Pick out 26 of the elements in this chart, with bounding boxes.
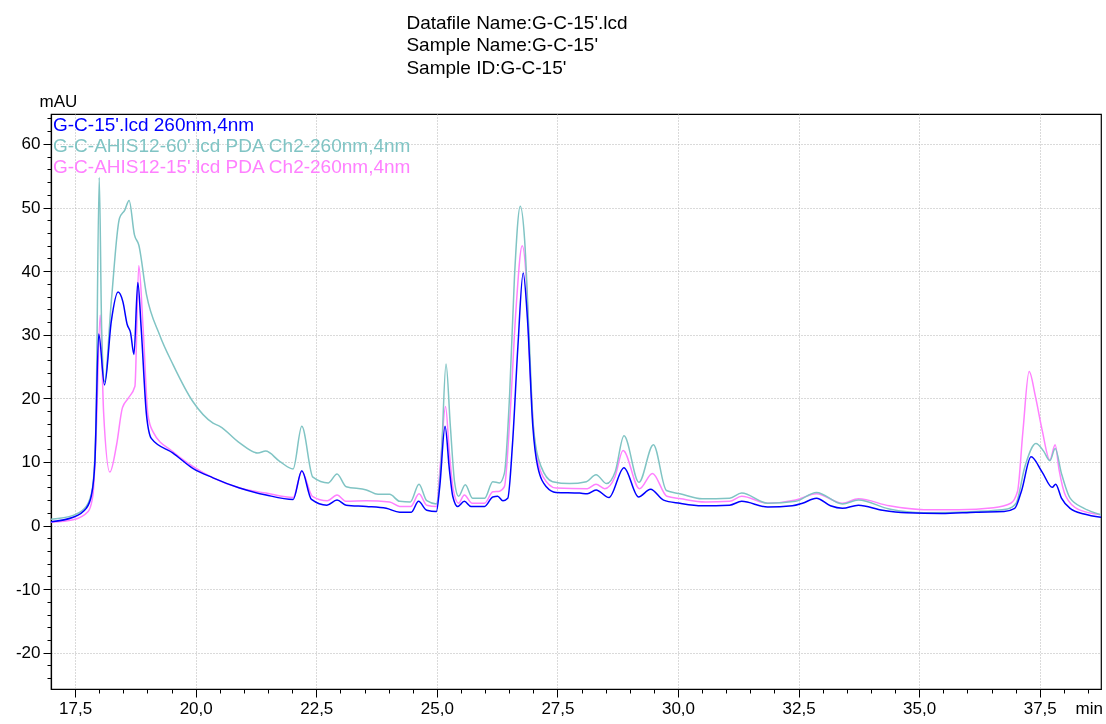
y-tick-label: 10 [21, 452, 41, 472]
y-tick-label: -20 [15, 643, 41, 663]
y-tick-label: 60 [21, 134, 41, 154]
y-tick-label: 20 [21, 388, 41, 408]
x-tick-label: 30,0 [661, 698, 696, 718]
x-tick-label: 35,0 [903, 698, 937, 718]
y-tick-label: 50 [21, 198, 41, 217]
text: G-C-AHIS12-15'.lcd PDA Ch2-260nm,4nm [53, 155, 411, 177]
x-axis-title: min [1075, 698, 1103, 718]
x-tick-label: 22,5 [300, 698, 334, 718]
text: G-C-15'.lcd 260nm,4nm [53, 113, 255, 135]
line-series [51, 176, 1101, 520]
x-tick-label: 20,0 [179, 698, 213, 718]
x-tick-label: 37,5 [1023, 698, 1057, 718]
y-tick-label: 30 [21, 325, 41, 345]
chart-subtitle: Sample Name:G-C-15' Sample ID:G-C-15' [406, 33, 599, 78]
x-tick-label: 25,0 [420, 698, 454, 718]
y-tick-label: 0 [31, 516, 41, 536]
y-axis-title: mAU [39, 91, 78, 111]
x-tick-label: 32,5 [782, 698, 816, 718]
chart-title: Datafile Name:G-C-15'.lcd [406, 11, 628, 33]
y-tick-label: -10 [15, 579, 41, 599]
x-tick-label: 17,5 [59, 698, 93, 718]
x-tick-label: 27,5 [541, 698, 575, 718]
text: G-C-AHIS12-60'.lcd PDA Ch2-260nm,4nm [53, 134, 411, 156]
y-tick-label: 40 [21, 261, 41, 281]
